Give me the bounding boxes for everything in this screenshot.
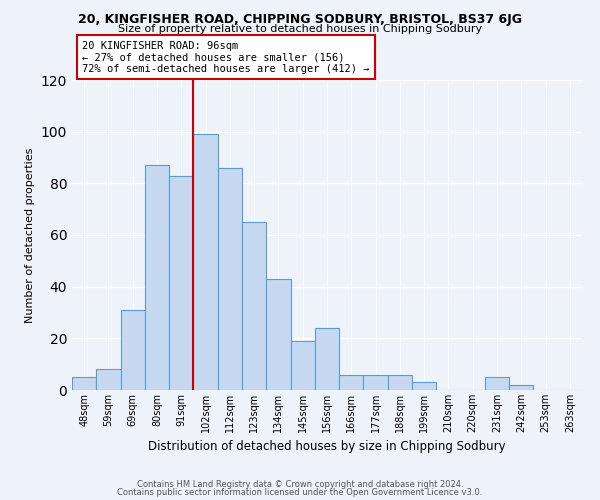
Bar (218, 168, 242, 390)
Bar (121, 310, 145, 390)
Bar (145, 165, 169, 390)
Y-axis label: Number of detached properties: Number of detached properties (25, 148, 35, 322)
Bar (509, 385, 533, 390)
Bar (412, 382, 436, 390)
Bar (485, 377, 509, 390)
Bar (193, 134, 218, 390)
Bar (290, 341, 315, 390)
Bar (169, 176, 193, 390)
Text: Contains HM Land Registry data © Crown copyright and database right 2024.: Contains HM Land Registry data © Crown c… (137, 480, 463, 489)
X-axis label: Distribution of detached houses by size in Chipping Sodbury: Distribution of detached houses by size … (148, 440, 506, 454)
Text: Contains public sector information licensed under the Open Government Licence v3: Contains public sector information licen… (118, 488, 482, 497)
Text: 20, KINGFISHER ROAD, CHIPPING SODBURY, BRISTOL, BS37 6JG: 20, KINGFISHER ROAD, CHIPPING SODBURY, B… (78, 12, 522, 26)
Bar (96, 370, 121, 390)
Bar (339, 374, 364, 390)
Bar (266, 279, 290, 390)
Text: Size of property relative to detached houses in Chipping Sodbury: Size of property relative to detached ho… (118, 24, 482, 34)
Bar (242, 222, 266, 390)
Bar (315, 328, 339, 390)
Bar (388, 374, 412, 390)
Bar (72, 377, 96, 390)
Bar (364, 374, 388, 390)
Text: 20 KINGFISHER ROAD: 96sqm
← 27% of detached houses are smaller (156)
72% of semi: 20 KINGFISHER ROAD: 96sqm ← 27% of detac… (82, 40, 370, 74)
